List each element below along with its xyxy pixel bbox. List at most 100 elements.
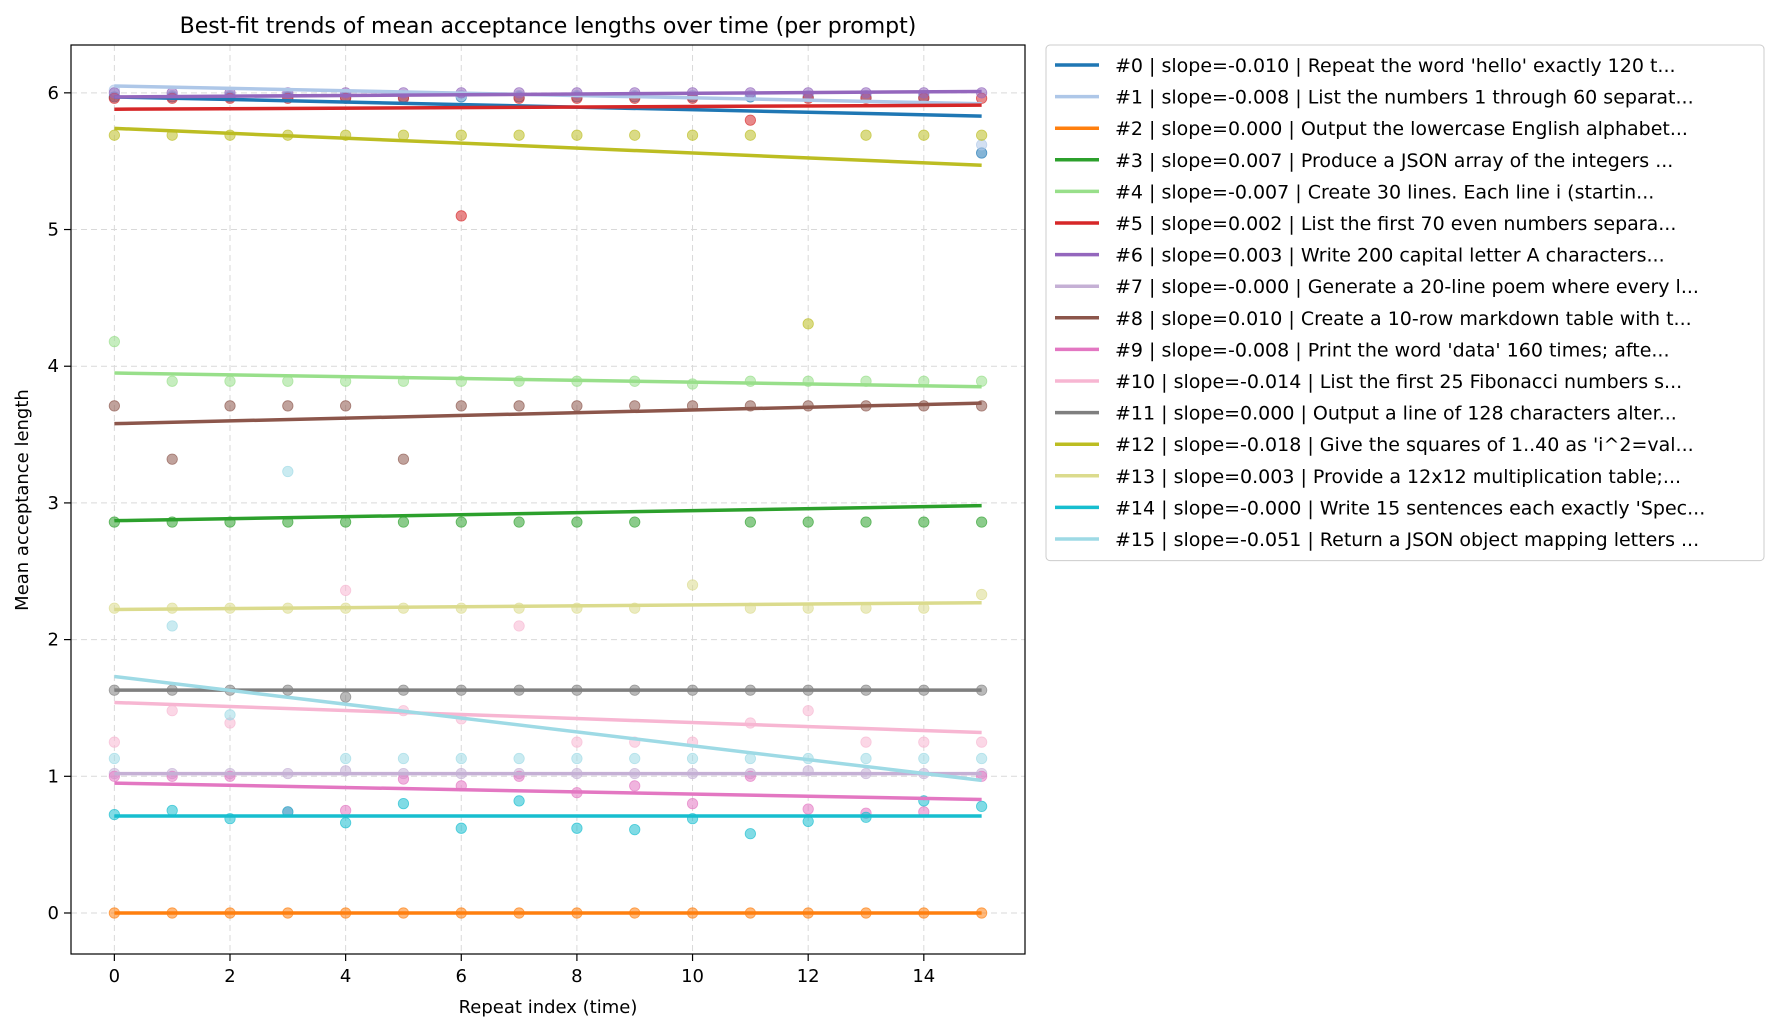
legend-entry: #4 | slope=-0.007 | Create 30 lines. Eac… [1115, 181, 1654, 203]
legend-entry: #11 | slope=0.000 | Output a line of 128… [1115, 403, 1677, 425]
data-point [166, 705, 178, 717]
trend-line-6 [114, 89, 982, 99]
y-tick-label: 5 [48, 220, 59, 241]
data-point [513, 375, 525, 387]
data-point [108, 400, 120, 412]
data-point [744, 375, 756, 387]
trend-line-15 [114, 674, 982, 783]
data-point [918, 736, 930, 748]
legend-entry: #1 | slope=-0.008 | List the numbers 1 t… [1115, 87, 1694, 109]
data-point [455, 752, 467, 765]
data-point [629, 752, 641, 765]
series-13 [108, 579, 988, 614]
data-point [802, 516, 814, 528]
data-point [860, 516, 872, 528]
data-point [224, 709, 236, 721]
legend-entry: #3 | slope=0.007 | Produce a JSON array … [1115, 150, 1673, 172]
data-point [976, 516, 988, 528]
data-point [224, 400, 236, 412]
data-point [340, 817, 352, 829]
data-point [571, 516, 583, 528]
y-tick-label: 0 [48, 903, 59, 924]
plot-frame [70, 44, 1026, 955]
x-tick-label: 14 [912, 966, 935, 987]
x-tick-label: 10 [681, 966, 704, 987]
data-point [397, 798, 410, 810]
data-point [108, 129, 120, 141]
y-tick-label: 2 [48, 630, 59, 651]
legend-entry: #2 | slope=0.000 | Output the lowercase … [1115, 118, 1688, 140]
data-point [397, 752, 410, 765]
data-point [455, 210, 467, 222]
data-point [976, 588, 988, 601]
data-point [802, 803, 814, 815]
legend-entry: #13 | slope=0.003 | Provide a 12x12 mult… [1115, 466, 1681, 488]
y-tick-label: 4 [48, 356, 59, 377]
data-point [282, 465, 294, 478]
y-tick-label: 3 [48, 493, 59, 514]
data-point [340, 584, 352, 597]
data-point [744, 828, 756, 840]
data-point [571, 736, 583, 748]
data-point [571, 822, 583, 834]
series-11 [108, 684, 988, 703]
data-point [860, 752, 872, 765]
data-point [686, 378, 699, 390]
data-point [860, 736, 872, 748]
data-point [455, 129, 467, 141]
legend-entry: #9 | slope=-0.008 | Print the word 'data… [1115, 339, 1670, 361]
x-tick-label: 2 [224, 966, 235, 987]
data-point [513, 752, 525, 765]
data-point [340, 691, 352, 703]
data-point [976, 800, 988, 812]
legend-entry: #10 | slope=-0.014 | List the first 25 F… [1115, 371, 1682, 393]
data-point [513, 602, 525, 614]
data-point [282, 375, 294, 387]
data-point [108, 336, 120, 348]
data-point [744, 114, 756, 126]
trend-line-5 [114, 103, 982, 111]
y-axis-label: Mean acceptance length [12, 389, 33, 611]
data-point [166, 804, 178, 817]
data-point [802, 705, 814, 717]
data-point [686, 798, 699, 810]
data-point [571, 400, 583, 412]
legend-entry: #7 | slope=-0.000 | Generate a 20-line p… [1115, 276, 1699, 298]
data-point [686, 752, 699, 765]
data-point [340, 752, 352, 765]
data-point [629, 516, 641, 528]
data-point [282, 400, 294, 412]
data-point [166, 453, 178, 465]
data-point [686, 579, 699, 591]
data-point [860, 129, 872, 141]
x-axis: 0 2 4 6 8 10 12 14 [109, 954, 935, 987]
data-point [686, 129, 699, 141]
data-point [976, 375, 988, 387]
data-point [166, 375, 178, 387]
y-tick-label: 6 [48, 83, 59, 104]
data-point [571, 129, 583, 141]
trend-line-13 [114, 600, 982, 612]
data-point [802, 815, 814, 828]
data-point [340, 400, 352, 412]
legend-entry: #0 | slope=-0.010 | Repeat the word 'hel… [1115, 55, 1676, 77]
trend-line-10 [114, 700, 982, 735]
data-point [918, 129, 930, 141]
data-point [976, 736, 988, 748]
trend-line-8 [114, 401, 982, 426]
data-point [802, 318, 814, 330]
series-12 [108, 129, 988, 330]
data-point [455, 516, 467, 528]
data-point [397, 453, 410, 465]
data-point [455, 822, 467, 834]
data-point [455, 400, 467, 412]
data-point [513, 620, 525, 632]
legend-entry: #12 | slope=-0.018 | Give the squares of… [1115, 434, 1694, 456]
data-point [340, 804, 352, 817]
x-tick-label: 12 [797, 966, 820, 987]
data-point [976, 139, 988, 151]
data-point [224, 375, 236, 387]
data-point [629, 824, 641, 836]
data-point [513, 795, 525, 807]
